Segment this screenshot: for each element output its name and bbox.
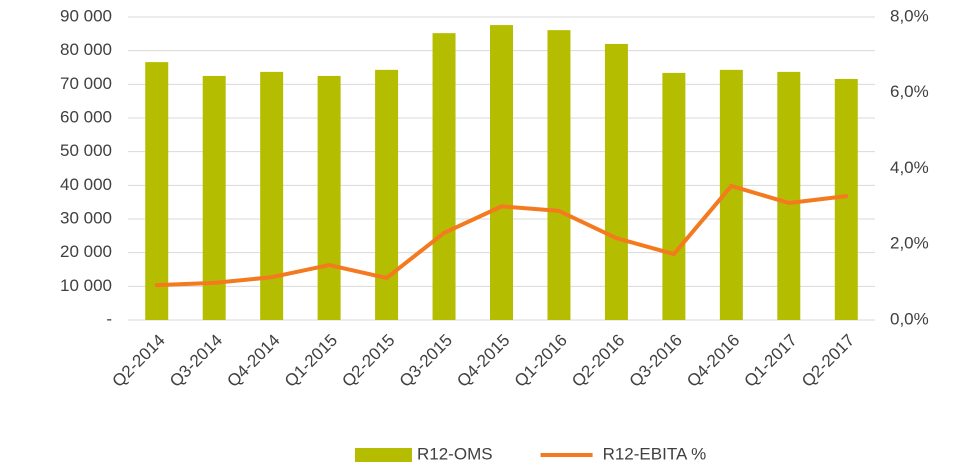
bar — [547, 30, 571, 320]
bar — [777, 71, 801, 320]
legend-label: R12-OMS — [417, 444, 493, 463]
x-tick-label: Q1-2015 — [281, 331, 341, 391]
bar — [604, 43, 628, 320]
bar — [202, 75, 226, 321]
y-tick-label: 50 000 — [60, 141, 112, 160]
x-tick-label: Q1-2017 — [741, 331, 801, 391]
y-tick-label: 40 000 — [60, 175, 112, 194]
y2-tick-label: 2,0% — [890, 234, 929, 253]
y2-tick-label: 0,0% — [890, 309, 929, 328]
bar — [432, 33, 456, 320]
y-tick-label: 60 000 — [60, 107, 112, 126]
y-tick-label: 20 000 — [60, 242, 112, 261]
legend-swatch — [355, 448, 412, 462]
x-tick-label: Q1-2016 — [511, 331, 571, 391]
y-tick-label: 80 000 — [60, 40, 112, 59]
y-tick-label: 90 000 — [60, 6, 112, 25]
y-tick-label: - — [106, 309, 112, 328]
bar — [260, 71, 284, 320]
bar — [145, 62, 169, 320]
y-tick-label: 70 000 — [60, 74, 112, 93]
x-tick-label: Q2-2017 — [798, 331, 858, 391]
y2-tick-label: 6,0% — [890, 82, 929, 101]
x-tick-label: Q3-2014 — [166, 331, 226, 391]
x-tick-label: Q3-2015 — [396, 331, 456, 391]
bar — [317, 75, 341, 321]
bar — [490, 25, 513, 321]
bar — [719, 69, 743, 321]
x-tick-label: Q4-2016 — [683, 331, 743, 391]
x-tick-label: Q4-2014 — [223, 331, 283, 391]
x-tick-label: Q2-2014 — [109, 331, 169, 391]
bar — [834, 78, 858, 321]
y2-tick-label: 8,0% — [890, 6, 929, 25]
y-tick-label: 10 000 — [60, 276, 112, 295]
x-tick-label: Q2-2015 — [338, 331, 398, 391]
x-tick-label: Q3-2016 — [626, 331, 686, 391]
y2-tick-label: 4,0% — [890, 158, 929, 177]
bar — [375, 69, 399, 321]
line — [154, 183, 849, 288]
legend-label: R12-EBITA % — [603, 444, 707, 463]
y-tick-label: 30 000 — [60, 208, 112, 227]
bar — [662, 72, 686, 321]
x-tick-label: Q4-2015 — [453, 331, 513, 391]
x-tick-label: Q2-2016 — [568, 331, 628, 391]
